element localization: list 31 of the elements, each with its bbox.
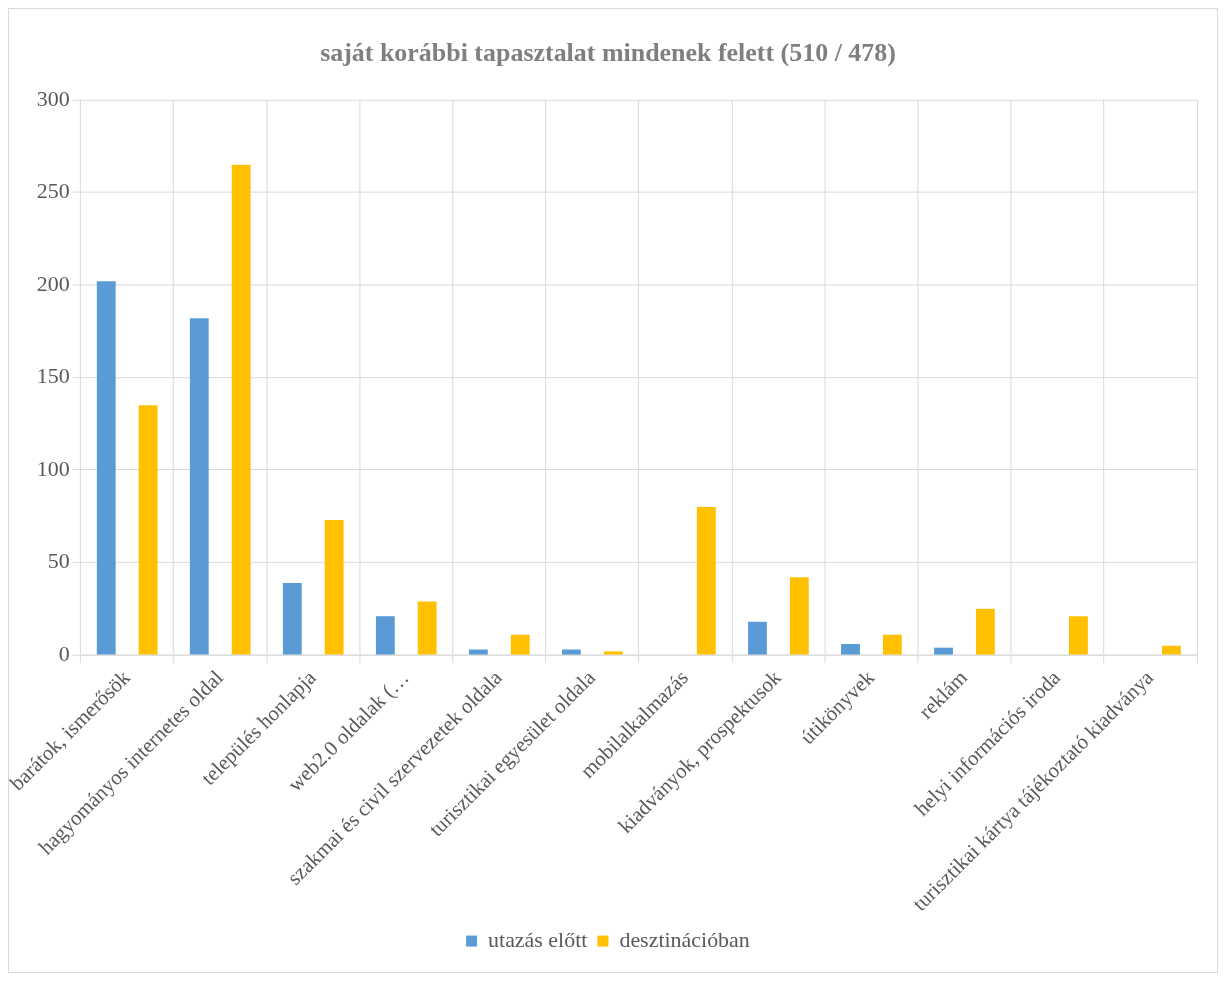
bar: [96, 281, 116, 655]
y-tick-label: 100: [36, 455, 70, 481]
legend-label: desztinációban: [619, 926, 750, 952]
bar: [282, 582, 302, 655]
bar: [510, 634, 530, 655]
bar: [561, 649, 581, 655]
bar: [789, 577, 809, 655]
bar: [696, 507, 716, 655]
y-tick-label: 150: [36, 363, 70, 389]
bar: [748, 621, 767, 655]
bar: [231, 164, 251, 655]
bar: [1069, 616, 1088, 655]
bar: [1162, 645, 1181, 655]
y-tick-label: 250: [36, 178, 70, 204]
bar: [975, 608, 995, 655]
bar: [189, 318, 209, 655]
bar: [882, 634, 902, 655]
bar: [603, 651, 623, 655]
bar: [138, 405, 158, 655]
bar: [934, 647, 953, 655]
y-tick-label: 200: [36, 270, 70, 296]
y-tick-label: 50: [47, 548, 70, 574]
bar: [375, 616, 395, 655]
bar: [841, 643, 860, 655]
bar: [417, 601, 437, 655]
bar: [468, 649, 488, 655]
bar: [324, 520, 344, 655]
y-tick-label: 300: [36, 85, 70, 111]
legend-label: utazás előtt: [488, 926, 588, 952]
y-tick-label: 0: [58, 640, 70, 666]
chart-title: saját korábbi tapasztalat mindenek felett (510 / 478): [320, 38, 896, 68]
